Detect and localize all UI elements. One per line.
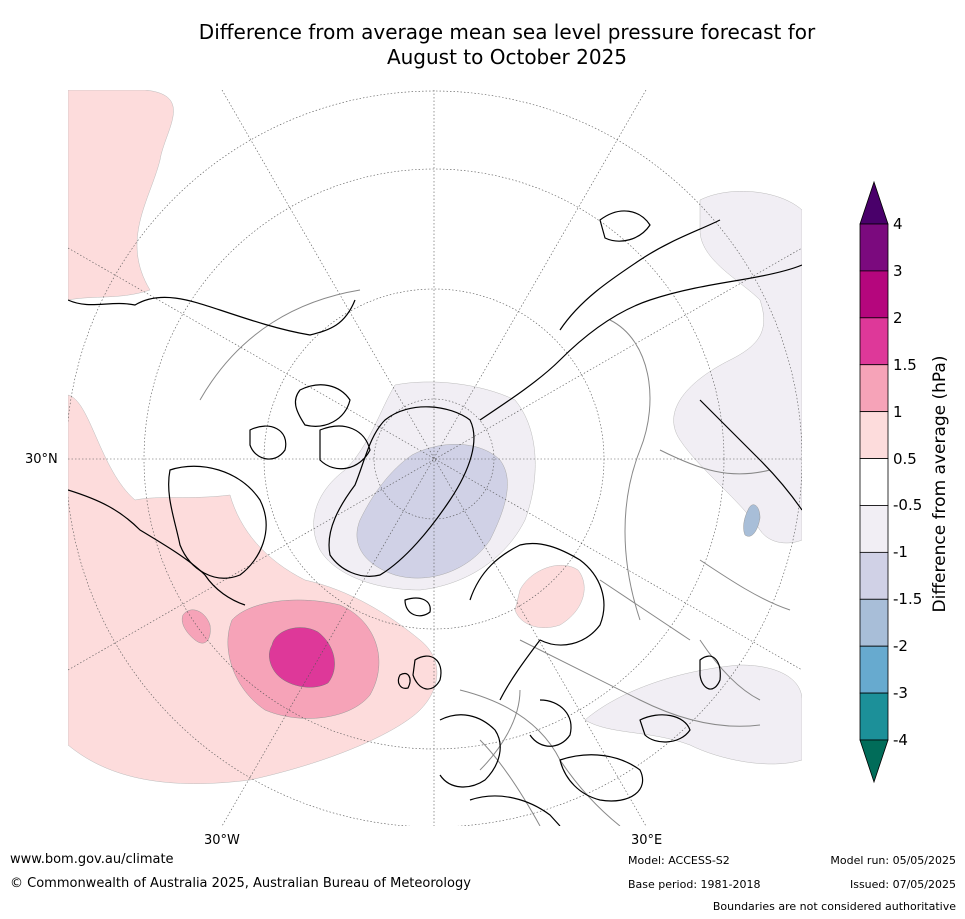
title-line-1: Difference from average mean sea level p…: [198, 20, 816, 44]
anomaly-shading: [68, 90, 802, 784]
colorbar-band: [859, 598, 889, 647]
colorbar-tick-label: -1.5: [893, 590, 923, 609]
colorbar-tick-label: -2: [893, 637, 908, 656]
issued-text: Issued: 07/05/2025: [849, 878, 956, 891]
base-period-text: Base period: 1981-2018: [628, 878, 761, 891]
colorbar-band: [859, 692, 889, 741]
colorbar-band: [859, 551, 889, 600]
colorbar-band: [859, 411, 889, 459]
colorbar-label: Difference from average (hPa): [930, 355, 950, 613]
coastlines: [68, 210, 802, 826]
colorbar-band: [859, 645, 889, 694]
website-link[interactable]: www.bom.gov.au/climate: [10, 852, 174, 867]
colorbar-tick-label: -3: [893, 684, 908, 703]
colorbar-tick-label: 0.5: [893, 449, 917, 468]
lon-label-30w: 30°W: [204, 833, 240, 848]
colorbar-band: [859, 458, 889, 506]
map-title: Difference from average mean sea level p…: [0, 20, 965, 70]
colorbar-tick-label: 1: [893, 402, 903, 421]
graticule: [68, 90, 802, 826]
anomaly-region-negative-siberia: [743, 504, 761, 537]
model-text: Model: ACCESS-S2: [628, 854, 730, 867]
anomaly-region-negative-greenland: [356, 444, 508, 579]
colorbar-tick-label: -0.5: [893, 496, 923, 515]
colorbar-band: [859, 223, 889, 272]
anomaly-region-negative-southeast: [584, 664, 802, 765]
anomaly-region-positive-west: [68, 90, 174, 301]
colorbar-tick-label: 3: [893, 261, 903, 280]
anomaly-region-positive-scandinavia: [514, 565, 585, 628]
map-panel: [68, 90, 802, 826]
colorbar: [859, 180, 889, 784]
anomaly-region-negative-asia: [673, 191, 802, 544]
lat-label-30n: 30°N: [25, 452, 58, 467]
colorbar-tick-label: -4: [893, 731, 908, 749]
disclaimer-text: Boundaries are not considered authoritat…: [712, 900, 956, 913]
colorbar-tick-label: -1: [893, 543, 908, 562]
colorbar-band: [859, 317, 889, 366]
anomaly-region-positive-2: [269, 627, 335, 688]
colorbar-under-arrow: [859, 739, 889, 784]
copyright-text: © Commonwealth of Australia 2025, Austra…: [10, 876, 471, 891]
colorbar-tick-label: 2: [893, 308, 903, 327]
colorbar-band: [859, 364, 889, 413]
colorbar-tick-label: 4: [893, 215, 903, 233]
model-run-text: Model run: 05/05/2025: [830, 854, 956, 867]
title-line-2: August to October 2025: [386, 45, 628, 69]
colorbar-band: [859, 270, 889, 319]
colorbar-band: [859, 505, 889, 553]
lon-label-30e: 30°E: [631, 833, 663, 848]
colorbar-tick-label: 1.5: [893, 355, 917, 374]
colorbar-over-arrow: [859, 180, 889, 225]
